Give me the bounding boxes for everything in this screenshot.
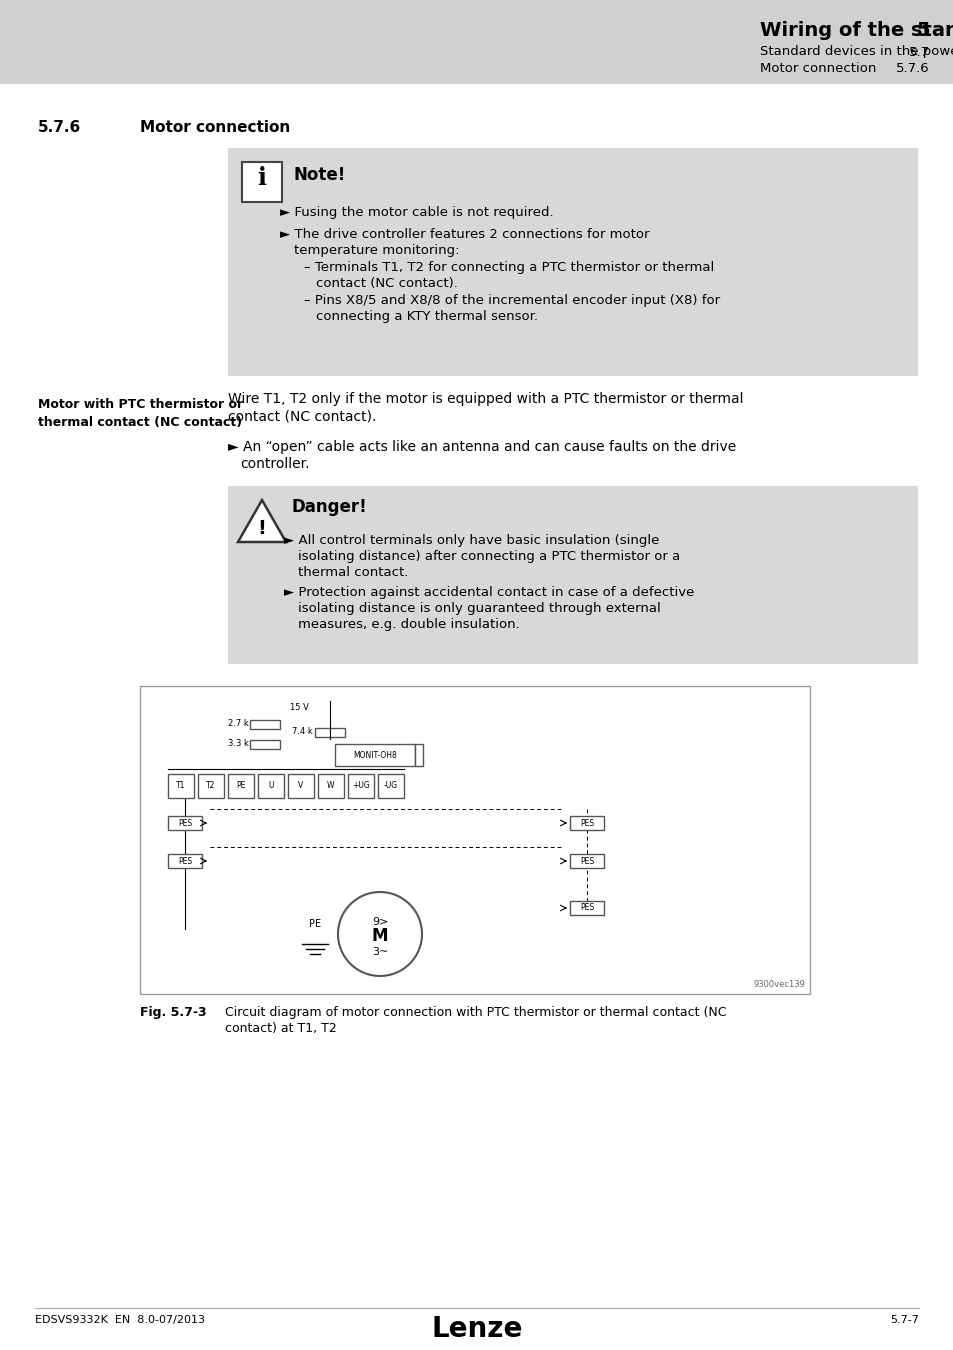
Bar (314, 728, 345, 737)
Bar (317, 774, 344, 798)
Text: measures, e.g. double insulation.: measures, e.g. double insulation. (297, 618, 519, 630)
Bar (228, 486, 917, 664)
Text: U: U (268, 782, 274, 791)
Text: 15 V: 15 V (290, 703, 309, 713)
Text: 5.7.6: 5.7.6 (896, 62, 929, 74)
Text: PES: PES (579, 818, 594, 828)
Text: T1: T1 (176, 782, 186, 791)
Text: Standard devices in the power range 55 ... 75 kW: Standard devices in the power range 55 .… (760, 46, 953, 58)
Text: Wire T1, T2 only if the motor is equipped with a PTC thermistor or thermal: Wire T1, T2 only if the motor is equippe… (228, 392, 742, 406)
Text: i: i (257, 166, 266, 190)
Bar (228, 148, 917, 377)
Text: !: ! (257, 518, 266, 539)
Text: PES: PES (579, 903, 594, 913)
Text: Lenze: Lenze (431, 1315, 522, 1343)
Text: temperature monitoring:: temperature monitoring: (294, 244, 459, 256)
Text: PES: PES (579, 856, 594, 865)
Text: ► The drive controller features 2 connections for motor: ► The drive controller features 2 connec… (280, 228, 649, 242)
Text: W: W (327, 782, 335, 791)
Text: Circuit diagram of motor connection with PTC thermistor or thermal contact (NC: Circuit diagram of motor connection with… (225, 1006, 726, 1019)
Bar (228, 774, 253, 798)
Bar (198, 774, 224, 798)
Text: MONIT-OH8: MONIT-OH8 (353, 751, 396, 760)
Text: contact (NC contact).: contact (NC contact). (228, 409, 376, 423)
Text: Fig. 5.7-3: Fig. 5.7-3 (140, 1006, 207, 1019)
Text: 9300vec139: 9300vec139 (752, 980, 804, 990)
Text: 5.7-7: 5.7-7 (889, 1315, 918, 1324)
Text: -UG: -UG (383, 782, 397, 791)
Bar (257, 774, 284, 798)
Bar (0, 0, 953, 85)
Bar (335, 744, 415, 765)
Text: V: V (298, 782, 303, 791)
Text: ► Protection against accidental contact in case of a defective: ► Protection against accidental contact … (284, 586, 694, 599)
Text: 3.3 k: 3.3 k (228, 740, 249, 748)
Text: 5.7.6: 5.7.6 (38, 120, 81, 135)
Bar (250, 720, 280, 729)
Text: ► Fusing the motor cable is not required.: ► Fusing the motor cable is not required… (280, 207, 553, 219)
Text: T2: T2 (206, 782, 215, 791)
Text: 9>: 9> (372, 917, 388, 927)
Bar (242, 162, 282, 202)
Text: EDSVS9332K  EN  8.0-07/2013: EDSVS9332K EN 8.0-07/2013 (35, 1315, 205, 1324)
Bar (377, 774, 403, 798)
Text: isolating distance) after connecting a PTC thermistor or a: isolating distance) after connecting a P… (297, 549, 679, 563)
Text: Motor connection: Motor connection (760, 62, 876, 74)
Text: +UG: +UG (352, 782, 370, 791)
Text: 7.4 k: 7.4 k (292, 728, 313, 737)
Text: 5.7: 5.7 (908, 46, 929, 58)
Text: – Terminals T1, T2 for connecting a PTC thermistor or thermal: – Terminals T1, T2 for connecting a PTC … (304, 261, 714, 274)
Bar (250, 740, 280, 748)
Text: Note!: Note! (294, 166, 346, 184)
Text: ► All control terminals only have basic insulation (single: ► All control terminals only have basic … (284, 535, 659, 547)
Text: PES: PES (178, 818, 192, 828)
Text: PES: PES (178, 856, 192, 865)
Text: Danger!: Danger! (292, 498, 367, 516)
Text: ► An “open” cable acts like an antenna and can cause faults on the drive: ► An “open” cable acts like an antenna a… (228, 440, 736, 454)
Bar (168, 815, 202, 830)
Text: Motor with PTC thermistor or
thermal contact (NC contact): Motor with PTC thermistor or thermal con… (38, 398, 243, 429)
Text: connecting a KTY thermal sensor.: connecting a KTY thermal sensor. (315, 310, 537, 323)
Bar (569, 855, 603, 868)
Text: PE: PE (309, 919, 321, 929)
Text: 2.7 k: 2.7 k (228, 720, 249, 729)
Bar (140, 686, 809, 994)
Text: – Pins X8/5 and X8/8 of the incremental encoder input (X8) for: – Pins X8/5 and X8/8 of the incremental … (304, 294, 720, 306)
Text: isolating distance is only guaranteed through external: isolating distance is only guaranteed th… (297, 602, 660, 616)
Bar (288, 774, 314, 798)
Text: contact (NC contact).: contact (NC contact). (315, 277, 457, 290)
Bar (168, 774, 193, 798)
Text: thermal contact.: thermal contact. (297, 566, 408, 579)
Text: contact) at T1, T2: contact) at T1, T2 (225, 1022, 336, 1035)
Text: Motor connection: Motor connection (140, 120, 290, 135)
Bar (168, 855, 202, 868)
Circle shape (337, 892, 421, 976)
Text: PE: PE (236, 782, 246, 791)
Bar (569, 815, 603, 830)
Text: M: M (372, 927, 388, 945)
Text: controller.: controller. (240, 458, 309, 471)
Bar (415, 744, 422, 765)
Polygon shape (237, 500, 286, 541)
Text: 5: 5 (916, 20, 929, 39)
Bar (569, 900, 603, 915)
Text: 3~: 3~ (372, 946, 388, 957)
Bar (348, 774, 374, 798)
Text: Wiring of the standard device: Wiring of the standard device (760, 20, 953, 39)
